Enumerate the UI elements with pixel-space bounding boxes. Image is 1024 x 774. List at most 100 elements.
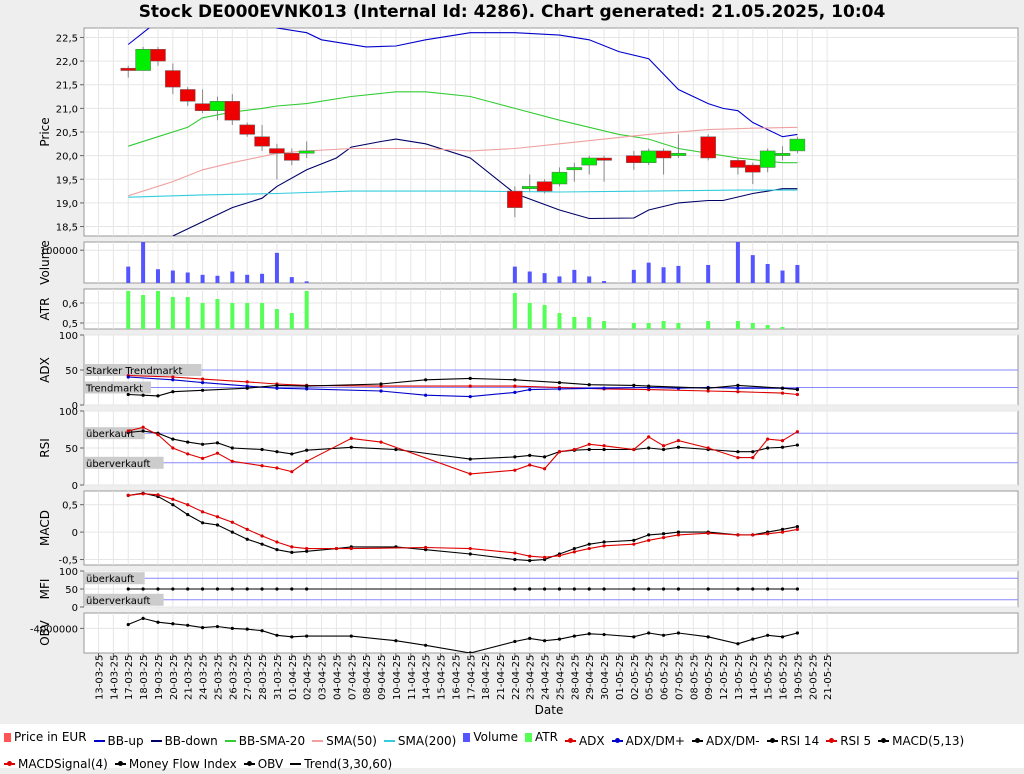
indicator-panels: 22,5 22,0 21,5 21,0 20,5 20,0 19,5 19,0 18,5 Pric… xyxy=(30,27,1019,654)
x-tick-label: 14-05-25 xyxy=(749,655,760,700)
series-point-rsi-14 xyxy=(766,446,770,450)
series-point-rsi-5 xyxy=(230,459,234,463)
legend-label: ADX/DM- xyxy=(705,733,760,748)
series-point-rsi-14 xyxy=(751,450,755,454)
series-point-rsi-14 xyxy=(260,447,264,452)
legend-swatch-icon xyxy=(93,739,105,742)
series-point-adx-dm- xyxy=(780,386,785,390)
series-point-obv xyxy=(661,633,666,637)
bar xyxy=(735,242,740,283)
y-tick-label: -4000000 xyxy=(30,624,78,635)
series-point-rsi-14 xyxy=(290,452,294,456)
series-point-money-flow-index xyxy=(275,587,279,591)
y-tick-label: 50 xyxy=(65,444,78,455)
series-point-macd-5-13- xyxy=(171,503,175,507)
candle-body xyxy=(254,136,270,147)
legend-label: Money Flow Index xyxy=(128,756,237,771)
legend-swatch-icon xyxy=(826,737,838,743)
bar xyxy=(260,273,265,283)
bar xyxy=(512,266,517,283)
bar xyxy=(750,255,755,283)
bar xyxy=(572,317,577,329)
series-point-adx-dm- xyxy=(795,388,799,392)
legend-label: Trend(3,30,60) xyxy=(304,756,393,771)
candle-body xyxy=(239,124,255,135)
series-point-macdsignal-4- xyxy=(647,538,651,542)
series-point-obv xyxy=(141,616,145,620)
y-tick-label: 0 xyxy=(72,401,78,412)
bar xyxy=(141,242,146,283)
series-point-money-flow-index xyxy=(661,587,666,591)
x-tick-label: 03-04-25 xyxy=(318,655,329,700)
candle-body xyxy=(774,153,791,156)
bar xyxy=(512,293,517,329)
legend-item: ADX/DM+ xyxy=(611,731,685,751)
y-tick-label: 19,0 xyxy=(56,199,78,210)
series-point-money-flow-index xyxy=(245,587,249,591)
candle-body xyxy=(551,171,568,185)
legend-dot-icon xyxy=(694,737,700,743)
x-tick-label: 13-03-25 xyxy=(95,655,106,700)
legend-dot-icon xyxy=(614,737,620,743)
series-point-adx-dm- xyxy=(305,384,309,388)
series-point-macdsignal-4- xyxy=(751,533,755,537)
series-point-adx-dm- xyxy=(171,390,175,394)
candle-body xyxy=(179,89,196,102)
series-point-rsi-5 xyxy=(528,463,532,467)
series-point-obv xyxy=(126,622,130,627)
series-point-macdsignal-4- xyxy=(275,540,279,544)
series-point-obv xyxy=(349,634,353,638)
y-tick-label: 0,5 xyxy=(62,501,78,512)
x-tick-label: 15-04-25 xyxy=(437,655,448,700)
threshold-label-box xyxy=(84,593,164,606)
threshold-label: Starker Trendmarkt xyxy=(86,366,183,377)
series-point-adx-dm- xyxy=(557,387,562,391)
series-point-adx-dm- xyxy=(126,375,130,379)
x-tick-label: 16-04-25 xyxy=(451,655,462,700)
bar xyxy=(274,309,279,329)
x-tick-label: 21-03-25 xyxy=(184,655,195,700)
series-point-adx xyxy=(736,390,740,394)
legend-swatch-icon xyxy=(312,739,324,742)
bar xyxy=(661,321,666,329)
threshold-label: überverkauft xyxy=(86,596,151,607)
legend-swatch-icon xyxy=(114,760,126,766)
legend-dot-icon xyxy=(246,760,252,766)
y-tick-label: -0,5 xyxy=(58,556,78,567)
x-tick-label: 28-04-25 xyxy=(570,655,581,700)
legend-item: Trend(3,30,60) xyxy=(290,754,392,774)
legend-item: MACDSignal(4) xyxy=(4,754,108,774)
series-point-adx-dm- xyxy=(513,378,517,382)
series-point-rsi-5 xyxy=(156,433,160,437)
series-point-adx-dm- xyxy=(156,394,160,398)
chart-legend: Price in EUR BB-up BB-down BB-SMA-20 SMA(50)… xyxy=(0,724,1024,771)
series-point-rsi-14 xyxy=(186,440,190,444)
series-point-adx-dm- xyxy=(587,383,591,387)
bar xyxy=(542,273,547,283)
x-tick-label: 25-04-25 xyxy=(555,655,566,700)
series-point-macd-5-13- xyxy=(513,557,517,562)
series-point-rsi-14 xyxy=(305,448,309,452)
bar xyxy=(646,323,651,329)
legend-item: ADX xyxy=(564,731,605,751)
series-point-macdsignal-4- xyxy=(334,546,339,551)
series-point-macdsignal-4- xyxy=(661,535,666,540)
bar xyxy=(215,299,220,329)
legend-swatch-icon xyxy=(383,739,395,742)
series-point-obv xyxy=(513,639,517,644)
series-point-macd-5-13- xyxy=(245,537,249,541)
x-tick-label: 25-03-25 xyxy=(213,655,224,700)
series-point-rsi-5 xyxy=(795,430,799,434)
x-tick-label: 02-05-25 xyxy=(630,655,641,700)
candle-body xyxy=(626,155,642,163)
series-point-rsi-5 xyxy=(736,456,740,460)
legend-swatch-icon xyxy=(243,760,255,766)
legend-swatch-icon xyxy=(524,732,532,742)
bar xyxy=(155,269,160,283)
series-point-adx xyxy=(245,380,249,384)
series-point-obv xyxy=(468,651,472,653)
legend-dot-icon xyxy=(881,737,887,743)
series-point-money-flow-index xyxy=(676,587,681,591)
y-axis-label: RSI xyxy=(38,438,52,458)
